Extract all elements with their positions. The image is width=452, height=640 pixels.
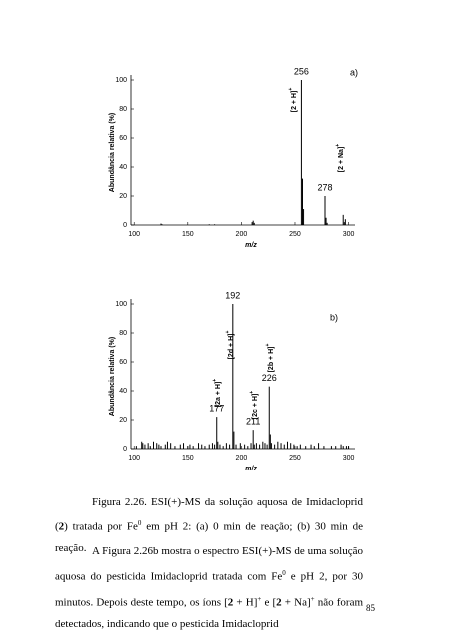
body-paragraph: A Figura 2.26b mostra o espectro ESI(+)-… bbox=[55, 540, 363, 635]
page-number: 85 bbox=[366, 603, 375, 613]
ion-charge: + bbox=[335, 144, 341, 147]
panel-label: b) bbox=[330, 312, 338, 322]
text-run: + Na] bbox=[281, 596, 311, 609]
peak-label: 211 bbox=[246, 417, 260, 427]
text-run: 0 bbox=[282, 569, 286, 577]
panel-label: a) bbox=[350, 67, 358, 77]
ion-annotation: [2d + H]+ bbox=[225, 331, 235, 360]
y-axis-label: Abundância relativa (%) bbox=[109, 113, 116, 192]
ion-annotation: [2 + H]+ bbox=[288, 88, 298, 113]
text-run: + bbox=[310, 594, 315, 603]
y-tick-label: 60 bbox=[119, 359, 127, 366]
text-run: + bbox=[257, 594, 262, 603]
ion-text: [2 + Na] bbox=[338, 147, 345, 172]
text-run: em pH 2: (a) 0 min de reação; (b) 30 min… bbox=[55, 520, 364, 554]
x-tick-label: 150 bbox=[182, 231, 194, 238]
text-run: não foram detectados, indicando que o pe… bbox=[55, 596, 364, 631]
x-tick-label: 100 bbox=[128, 455, 140, 462]
x-tick-label: 250 bbox=[289, 455, 301, 462]
x-tick-label: 200 bbox=[236, 455, 248, 462]
y-tick-label: 20 bbox=[119, 417, 127, 424]
ion-charge: + bbox=[265, 344, 271, 347]
ion-text: [2c + H] bbox=[252, 394, 259, 419]
y-tick-label: 100 bbox=[115, 301, 127, 308]
x-tick-label: 300 bbox=[343, 455, 355, 462]
peak-label: 192 bbox=[225, 290, 240, 300]
ion-annotation: [2a + H]+ bbox=[212, 379, 222, 407]
peak-label: 226 bbox=[262, 373, 277, 383]
peak-label: 256 bbox=[294, 66, 309, 76]
y-tick-label: 60 bbox=[119, 135, 127, 142]
x-axis-label: m/z bbox=[245, 242, 257, 249]
y-tick-label: 80 bbox=[119, 330, 127, 337]
ion-annotation: [2b + H]+ bbox=[265, 344, 275, 373]
text-run: A Figura 2.26b mostra o espectro ESI(+)-… bbox=[55, 545, 363, 583]
y-tick-label: 40 bbox=[119, 388, 127, 395]
ion-charge: + bbox=[212, 379, 218, 382]
y-tick-label: 0 bbox=[123, 446, 127, 453]
x-tick-label: 200 bbox=[236, 231, 248, 238]
ion-annotation: [2c + H]+ bbox=[249, 391, 259, 419]
ion-charge: + bbox=[288, 88, 294, 91]
text-run: 2 bbox=[276, 596, 282, 609]
ion-charge: + bbox=[249, 391, 255, 394]
y-tick-label: 20 bbox=[119, 193, 127, 200]
text-run: 0 bbox=[137, 519, 142, 527]
ion-text: [2a + H] bbox=[215, 382, 222, 407]
text-run: e [ bbox=[261, 596, 277, 609]
x-tick-label: 100 bbox=[128, 231, 140, 238]
text-run: e pH 2, por 30 minutos. Depois deste tem… bbox=[55, 570, 363, 609]
y-tick-label: 40 bbox=[119, 164, 127, 171]
ion-text: [2d + H] bbox=[228, 334, 235, 360]
text-run: 2 bbox=[58, 520, 65, 533]
ion-text: [2 + H] bbox=[291, 91, 298, 113]
peak-label: 278 bbox=[317, 182, 332, 192]
ion-text: [2b + H] bbox=[268, 347, 275, 373]
figure-caption: Figura 2.26. ESI(+)-MS da solução aquosa… bbox=[55, 492, 363, 559]
peak-label: 177 bbox=[209, 403, 224, 413]
x-axis-label: m/z bbox=[245, 466, 257, 470]
text-run: 2 bbox=[227, 596, 234, 609]
text-run: Figura 2.26. ESI(+)-MS da solução aquosa… bbox=[55, 496, 363, 533]
x-tick-label: 300 bbox=[343, 231, 355, 238]
y-tick-label: 80 bbox=[119, 106, 127, 113]
ion-annotation: [2 + Na]+ bbox=[335, 144, 345, 172]
x-tick-label: 250 bbox=[289, 231, 301, 238]
y-tick-label: 0 bbox=[123, 222, 127, 229]
y-axis-label: Abundância relativa (%) bbox=[109, 337, 116, 416]
ion-charge: + bbox=[225, 331, 231, 334]
y-tick-label: 100 bbox=[115, 77, 127, 84]
text-run: ) tratada por Fe bbox=[64, 520, 138, 533]
x-tick-label: 150 bbox=[182, 455, 194, 462]
text-run: + H] bbox=[233, 596, 258, 609]
